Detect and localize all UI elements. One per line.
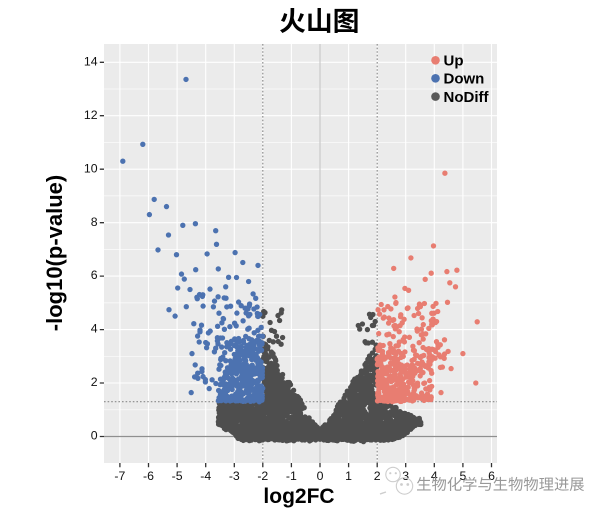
svg-text:10: 10 — [84, 161, 98, 175]
svg-text:-4: -4 — [200, 469, 211, 483]
svg-text:8: 8 — [91, 215, 98, 229]
svg-text:4: 4 — [431, 469, 438, 483]
svg-text:-3: -3 — [229, 469, 240, 483]
svg-text:0: 0 — [317, 469, 324, 483]
svg-text:2: 2 — [91, 375, 98, 389]
svg-text:-6: -6 — [143, 469, 154, 483]
svg-text:-7: -7 — [114, 469, 125, 483]
svg-text:-1: -1 — [286, 469, 297, 483]
svg-text:12: 12 — [84, 108, 98, 122]
svg-text:14: 14 — [84, 54, 98, 68]
svg-text:2: 2 — [374, 469, 381, 483]
svg-text:6: 6 — [488, 469, 495, 483]
svg-text:NoDiff: NoDiff — [444, 89, 490, 106]
svg-text:5: 5 — [459, 469, 466, 483]
svg-text:Up: Up — [444, 53, 464, 70]
svg-text:-2: -2 — [257, 469, 268, 483]
svg-text:-5: -5 — [172, 469, 183, 483]
svg-text:3: 3 — [402, 469, 409, 483]
svg-text:4: 4 — [91, 322, 98, 336]
svg-text:0: 0 — [91, 429, 98, 443]
svg-text:Down: Down — [444, 71, 485, 88]
svg-text:1: 1 — [345, 469, 352, 483]
svg-text:-log10(p-value): -log10(p-value) — [42, 175, 67, 331]
svg-text:6: 6 — [91, 268, 98, 282]
svg-text:log2FC: log2FC — [263, 485, 334, 508]
